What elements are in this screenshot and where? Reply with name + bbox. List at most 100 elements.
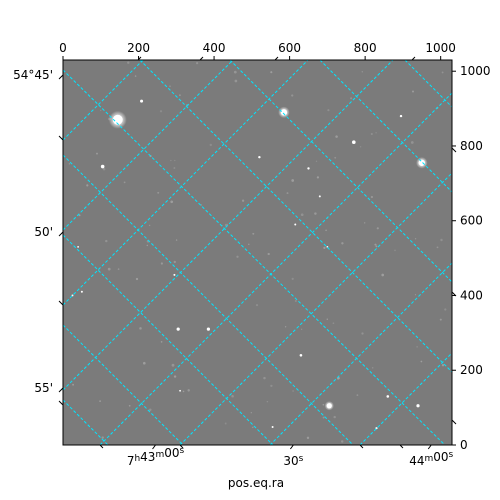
dec-minor-tick [58,400,64,406]
ra-top-tick [411,56,416,61]
noise-dot [134,75,137,77]
noise-dot [359,146,362,148]
plot-frame [62,59,453,446]
noise-dot [173,375,177,378]
noise-dot [375,245,378,248]
noise-dot [300,328,303,330]
dec-right-tick [451,419,457,425]
noise-dot [441,364,445,367]
ra-axis: 7h43m00s 30s 44m00s [99,444,454,468]
noise-dot [361,332,364,335]
noise-dot [160,262,164,265]
star [176,327,180,331]
noise-dot [325,229,327,232]
noise-dot [300,213,304,217]
grid-line [63,399,109,445]
noise-dot [314,212,317,215]
noise-dot [127,61,130,64]
noise-dot [394,249,396,252]
dec-tick-label: 54°45' [13,68,53,82]
noise-dot [139,327,142,330]
grid-line [63,60,309,306]
noise-dot [149,408,152,412]
star [271,426,274,429]
noise-dot [102,167,106,171]
noise-dot [236,255,239,258]
grid-line [319,60,452,193]
noise-dot [322,403,325,406]
noise-dot [284,326,287,328]
top-tick-label: 200 [127,41,150,55]
dec-tick [58,74,64,80]
noise-dot [420,360,423,363]
grid-line [269,262,452,445]
right-tick-label: 600 [460,214,483,228]
star [77,245,80,248]
noise-dot [286,192,289,195]
star [352,140,356,145]
noise-dot [68,162,71,165]
dec-minor-tick [58,300,64,306]
noise-dot [175,239,178,241]
noise-dot [173,167,176,169]
noise-dot [327,109,330,112]
ra-top-tick [137,56,142,61]
x-axis-label: pos.eq.ra [228,476,284,490]
noise-dot [159,110,163,113]
grid-line [63,60,144,141]
dec-tick-label: 55' [34,381,53,395]
noise-dot [248,243,250,246]
noise-dot [439,318,442,321]
noise-dot [252,426,254,429]
noise-dot [267,252,270,256]
noise-dot [306,436,310,440]
noise-dot [179,94,181,97]
noise-dot [209,143,212,147]
grid-line [63,234,274,445]
noise-dot [350,97,353,100]
noise-dot [316,176,320,179]
right-pixel-axis: 0 200 400 600 800 1000 [452,64,491,452]
noise-dot [148,224,151,227]
star [280,109,288,116]
ra-tick-label: 30s [283,454,303,468]
noise-dot [157,191,160,194]
noise-dot [171,363,175,367]
noise-dot [371,367,374,369]
star [206,327,211,331]
grid-line [63,60,234,231]
noise-dot [173,260,176,264]
noise-dot [270,71,273,74]
dec-axis: 54°45' 50' 55' [13,56,457,425]
top-tick-label: 0 [59,41,67,55]
ra-tick [289,444,294,450]
grid-line [404,60,452,108]
star [140,99,144,103]
ra-top-tick [274,56,279,61]
star [179,389,181,392]
noise-dot [333,415,336,419]
noise-dot [226,223,229,226]
noise-dot [224,422,227,425]
noise-dot [187,389,190,392]
star [173,273,176,276]
grid-line [359,352,452,445]
top-tick-label: 1000 [425,41,456,55]
noise-dot [170,200,174,204]
noise-dot [86,184,89,187]
noise-dot [96,152,98,155]
grid-line [139,60,452,373]
noise-dot [72,383,75,386]
noise-dot [174,159,176,162]
noise-dot [241,199,245,202]
grid-line [179,172,452,445]
noise-dot [231,395,234,398]
right-tick-label: 0 [460,438,468,452]
right-tick-label: 1000 [460,64,491,78]
grid-line [63,60,394,391]
star [318,195,321,198]
noise-dot [250,412,252,414]
noise-dot [374,243,377,246]
noise-dot [341,242,344,245]
